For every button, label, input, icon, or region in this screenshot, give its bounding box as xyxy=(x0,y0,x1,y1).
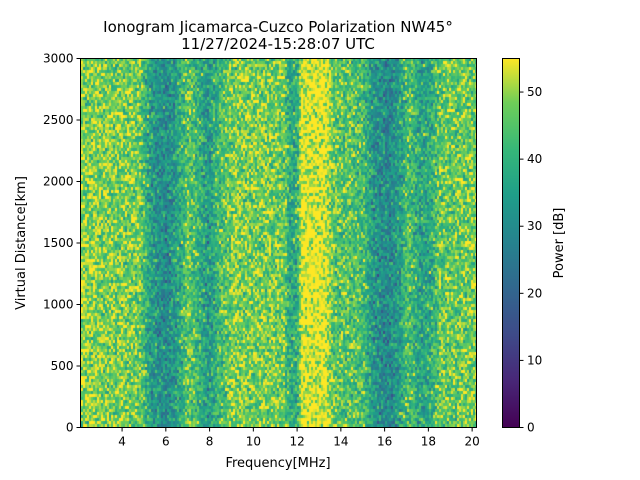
y-axis: 0 500 1000 1500 2000 2500 3000 xyxy=(43,52,81,435)
x-tick-label: 16 xyxy=(377,435,392,449)
plot-frame xyxy=(80,58,477,428)
y-tick-label: 500 xyxy=(51,359,74,373)
x-axis: 4 6 8 10 12 14 16 18 20 xyxy=(118,427,480,449)
y-axis-label: Virtual Distance[km] xyxy=(14,176,29,310)
chart-subtitle: 11/27/2024-15:28:07 UTC xyxy=(181,35,375,53)
colorbar-tick-label: 10 xyxy=(527,353,542,367)
colorbar-tick-label: 0 xyxy=(527,421,535,435)
x-tick-label: 6 xyxy=(162,435,170,449)
colorbar-tick-label: 50 xyxy=(527,85,542,99)
y-tick-label: 0 xyxy=(66,421,74,435)
colorbar-label: Power [dB] xyxy=(552,208,567,279)
colorbar-tick-label: 30 xyxy=(527,219,542,233)
y-tick-label: 2500 xyxy=(43,113,74,127)
heatmap-image xyxy=(81,58,477,427)
x-tick-label: 10 xyxy=(246,435,261,449)
x-tick-label: 18 xyxy=(421,435,436,449)
x-tick-label: 20 xyxy=(464,435,479,449)
colorbar-tick-label: 40 xyxy=(527,152,542,166)
colorbar xyxy=(502,58,520,428)
x-tick-label: 14 xyxy=(333,435,348,449)
y-tick-label: 1500 xyxy=(43,236,74,250)
chart-title: Ionogram Jicamarca-Cuzco Polarization NW… xyxy=(103,18,453,36)
x-tick-label: 8 xyxy=(206,435,214,449)
y-tick-label: 1000 xyxy=(43,298,74,312)
x-axis-label: Frequency[MHz] xyxy=(225,456,330,471)
x-tick-label: 12 xyxy=(289,435,304,449)
colorbar-axis: 0 10 20 30 40 50 xyxy=(519,85,542,435)
y-tick-label: 2000 xyxy=(43,175,74,189)
y-tick-label: 3000 xyxy=(43,52,74,66)
colorbar-tick-label: 20 xyxy=(527,286,542,300)
x-tick-label: 4 xyxy=(118,435,126,449)
